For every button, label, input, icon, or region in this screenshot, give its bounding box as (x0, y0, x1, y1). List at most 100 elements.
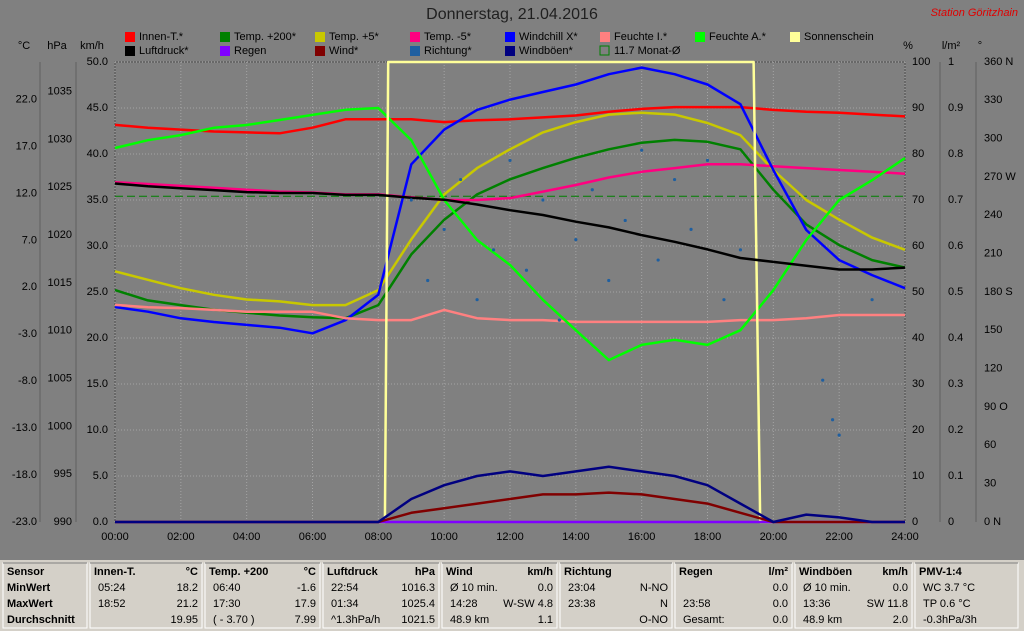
y-tick-label: 0.6 (948, 240, 963, 252)
stats-cell: Ø 10 min. (803, 582, 851, 594)
y-tick-label: 995 (54, 468, 72, 480)
stats-cell: 05:24 (98, 582, 126, 594)
stats-cell: 0.0 (773, 614, 788, 626)
direction-dot (689, 227, 693, 231)
stats-cell: WC 3.7 °C (923, 582, 975, 594)
legend-label: Innen-T.* (139, 31, 184, 43)
legend-swatch (790, 32, 800, 42)
x-tick-label: 00:00 (101, 531, 129, 543)
y-tick-label: 120 (984, 363, 1002, 375)
direction-dot (590, 188, 594, 192)
stats-cell: 1021.5 (401, 614, 435, 626)
x-tick-label: 20:00 (760, 531, 788, 543)
y-tick-label: 40.0 (87, 148, 108, 160)
direction-dot (491, 248, 496, 252)
y-tick-label: 990 (54, 516, 72, 528)
direction-dot (837, 433, 841, 437)
y-tick-label: 60 (984, 439, 996, 451)
y-tick-label: 35.0 (87, 194, 108, 206)
legend-swatch (410, 46, 420, 56)
stats-cell: 2.0 (893, 614, 908, 626)
y-tick-label: 1000 (48, 420, 72, 432)
x-tick-label: 04:00 (233, 531, 261, 543)
stats-cell: MinWert (7, 582, 51, 594)
legend-swatch (410, 32, 420, 42)
stats-title: Temp. +200 (209, 566, 268, 578)
stats-cell: 0.0 (538, 582, 553, 594)
direction-dot (524, 268, 529, 272)
y-tick-label: 0 (948, 516, 954, 528)
y-tick-label: 25.0 (87, 286, 108, 298)
stats-cell: Durchschnitt (7, 614, 75, 626)
y-tick-label: 180 S (984, 286, 1013, 298)
stats-cell: 17.9 (295, 598, 316, 610)
y-tick-label: 1005 (48, 372, 72, 384)
stats-title: Windböen (799, 566, 852, 578)
y-tick-label: 30 (912, 378, 924, 390)
y-tick-label: 15.0 (87, 378, 108, 390)
direction-dot (623, 218, 627, 223)
y-tick-label: 20.0 (87, 332, 108, 344)
legend-swatch (599, 45, 610, 56)
legend-label: Sonnenschein (804, 31, 874, 43)
stats-cell: 17:30 (213, 598, 241, 610)
stats-unit: l/m² (768, 566, 788, 578)
stats-cell: 18.2 (177, 582, 198, 594)
direction-dot (426, 278, 430, 283)
y-tick-label: 30 (984, 478, 996, 490)
stats-cell: -1.6 (297, 582, 316, 594)
direction-dot (574, 238, 578, 242)
direction-dot (821, 378, 825, 382)
legend-swatch (505, 46, 515, 56)
y-tick-label: 1035 (48, 86, 72, 98)
y-tick-label: 30.0 (87, 240, 108, 252)
axis-unit: km/h (80, 40, 104, 52)
direction-dot (508, 158, 512, 162)
stats-cell: 23:58 (683, 598, 711, 610)
stats-cell: -0.3hPa/3h (923, 614, 977, 626)
stats-cell: N (660, 598, 668, 610)
stats-cell: 7.99 (295, 614, 316, 626)
y-tick-label: 0.3 (948, 378, 963, 390)
x-tick-label: 12:00 (496, 531, 524, 543)
stats-cell: 01:34 (331, 598, 359, 610)
y-tick-label: 0.2 (948, 424, 963, 436)
stats-cell: ( - 3.70 ) (213, 614, 255, 626)
series-line (115, 465, 905, 524)
legend-label: Windchill X* (519, 31, 578, 43)
stats-cell: 23:04 (568, 582, 596, 594)
x-tick-label: 02:00 (167, 531, 195, 543)
stats-cell: 1.1 (538, 614, 553, 626)
legend-label: Windböen* (519, 45, 574, 57)
legend-label: Temp. +5* (329, 31, 380, 43)
stats-cell: 22:54 (331, 582, 359, 594)
legend-label: Temp. -5* (424, 31, 472, 43)
direction-dot (409, 198, 413, 202)
series-line (114, 106, 906, 362)
direction-dot (607, 278, 611, 283)
stats-unit: °C (186, 566, 198, 578)
series-line (114, 163, 906, 202)
stats-cell: 0.0 (773, 598, 788, 610)
legend-swatch (600, 32, 610, 42)
y-tick-label: 12.0 (16, 187, 37, 199)
legend-label: 11.7 Monat-Ø (614, 45, 681, 57)
stats-cell: 0.0 (893, 582, 908, 594)
y-tick-label: 22.0 (16, 93, 37, 105)
y-tick-label: 60 (912, 240, 924, 252)
y-tick-label: 45.0 (87, 102, 108, 114)
y-tick-label: 1010 (48, 325, 72, 337)
stats-unit: °C (304, 566, 316, 578)
y-tick-label: 40 (912, 332, 924, 344)
y-tick-label: 330 (984, 94, 1002, 106)
direction-dot (557, 318, 561, 322)
stats-cell: Ø 10 min. (450, 582, 498, 594)
y-tick-label: -18.0 (12, 469, 37, 481)
y-tick-label: 0.1 (948, 470, 963, 482)
stats-title: Sensor (7, 566, 45, 578)
stats-background (0, 560, 1024, 631)
y-tick-label: 270 W (984, 171, 1016, 183)
y-tick-label: 0.4 (948, 332, 963, 344)
x-tick-label: 18:00 (694, 531, 722, 543)
